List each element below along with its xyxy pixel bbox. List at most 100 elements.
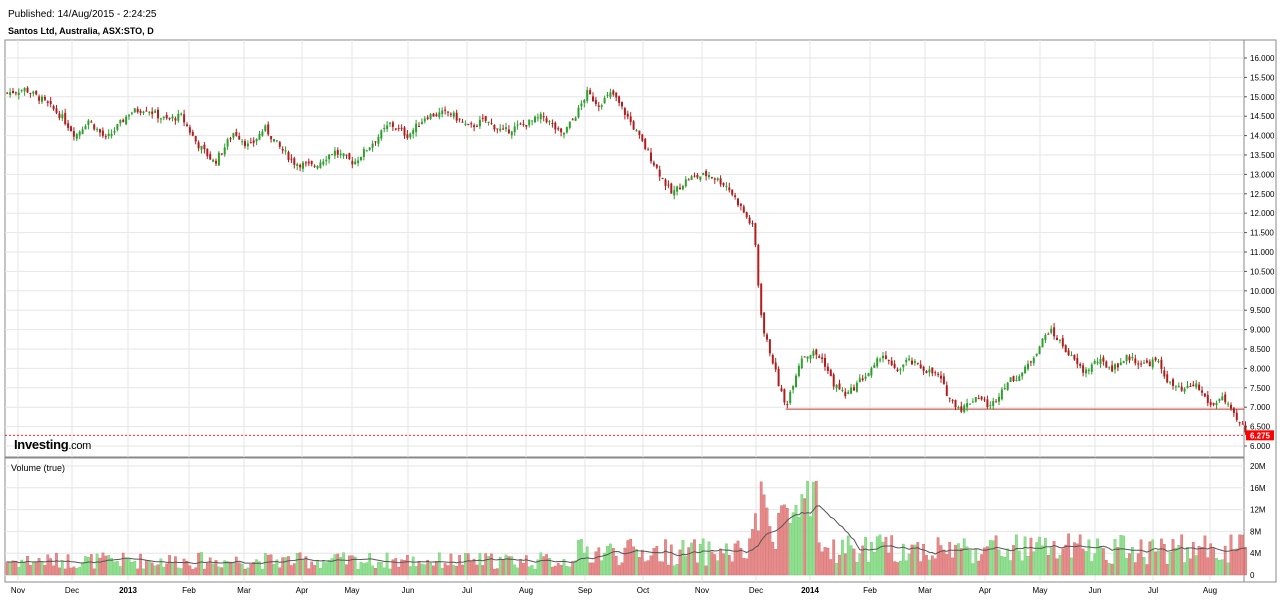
candle-body: [768, 339, 771, 354]
candle-body: [1198, 384, 1201, 391]
candle-body: [693, 175, 696, 177]
candle-body: [1203, 393, 1206, 397]
candle-body: [452, 112, 455, 117]
candle-body: [154, 110, 157, 113]
candle-body: [992, 401, 995, 406]
volume-bar: [1133, 562, 1137, 576]
volume-bar: [548, 557, 551, 576]
candle-body: [536, 117, 539, 119]
candle-body: [290, 158, 293, 160]
candle-body: [362, 149, 365, 157]
candle-body: [1029, 361, 1032, 363]
volume-bar: [629, 538, 633, 576]
volume-bar: [1151, 539, 1155, 576]
volume-bar: [693, 539, 696, 576]
y-tick-label: 8.000: [1250, 364, 1271, 373]
volume-bar: [597, 547, 601, 576]
volume-bar: [814, 481, 818, 576]
volume-bar: [1212, 548, 1215, 576]
volume-bar: [263, 553, 267, 576]
candle-body: [600, 105, 603, 107]
volume-bar: [52, 565, 55, 576]
volume-bar: [817, 542, 821, 576]
volume-bar: [1023, 536, 1027, 576]
axis-frame: [1243, 39, 1277, 583]
candle-body: [609, 92, 612, 98]
volume-bar: [316, 560, 319, 576]
candle-body: [615, 92, 618, 98]
volume-bar: [1171, 539, 1175, 576]
volume-bar: [388, 568, 392, 576]
volume-bar: [1223, 545, 1227, 576]
volume-bar: [214, 560, 218, 576]
y-tick-label: 9.000: [1250, 326, 1271, 335]
candle-body: [1087, 369, 1090, 371]
candle-body: [1099, 359, 1102, 365]
candle-body: [64, 112, 67, 125]
candle-body: [371, 143, 374, 148]
volume-bar: [1180, 534, 1184, 576]
candle-body: [99, 129, 101, 133]
volume-bar: [368, 553, 372, 576]
candle-body: [252, 140, 255, 143]
candle-body: [771, 354, 774, 364]
candle-body: [586, 90, 589, 101]
candle-body: [931, 367, 934, 374]
candle-body: [589, 90, 592, 95]
y-tick-label: 10.000: [1250, 287, 1275, 296]
volume-bar: [142, 568, 145, 576]
volume-bar: [8, 562, 12, 576]
volume-bar: [1200, 547, 1204, 576]
volume-bar: [1081, 548, 1085, 576]
candle-body: [360, 157, 362, 160]
candle-body: [1154, 357, 1157, 361]
volume-bar: [136, 568, 140, 576]
candle-body: [670, 183, 673, 194]
candle-body: [119, 119, 122, 124]
volume-bar: [870, 541, 873, 576]
candle-body: [1027, 363, 1029, 369]
volume-bar: [481, 565, 485, 576]
candle-body: [377, 136, 380, 144]
volume-bar: [556, 562, 560, 576]
candle-body: [23, 87, 26, 92]
volume-bar: [991, 540, 995, 576]
volume-bar: [478, 553, 482, 576]
volume-bar: [394, 558, 398, 576]
volume-bar: [490, 553, 493, 576]
candle-body: [70, 126, 72, 132]
candle-body: [336, 150, 339, 155]
volume-bar: [771, 541, 775, 576]
volume-bar: [60, 561, 64, 576]
volume-bar: [826, 547, 830, 576]
candle-body: [255, 138, 258, 142]
volume-bar: [133, 560, 137, 576]
volume-bar: [484, 553, 488, 576]
volume-bar: [930, 555, 934, 576]
candle-body: [186, 124, 188, 127]
candle-body: [1201, 390, 1203, 393]
candle-body: [774, 362, 777, 370]
volume-bar: [1183, 562, 1186, 576]
x-tick-label: Jul: [1148, 586, 1158, 595]
volume-bar: [397, 566, 401, 576]
candle-body: [826, 366, 829, 371]
volume-bar: [290, 565, 293, 576]
candle-body: [592, 96, 594, 102]
volume-bar: [261, 569, 264, 576]
candle-body: [38, 96, 41, 101]
volume-bar: [443, 563, 447, 576]
candle-body: [1134, 358, 1137, 364]
candle-body: [406, 134, 409, 139]
candle-body: [122, 119, 125, 123]
candle-body: [203, 144, 206, 150]
candle-body: [1140, 363, 1143, 365]
candle-body: [200, 145, 203, 150]
candle-body: [829, 369, 832, 377]
candle-body: [275, 140, 278, 142]
candle-body: [1076, 358, 1079, 365]
volume-bar: [95, 553, 99, 576]
candle-body: [795, 375, 797, 388]
candle-body: [745, 212, 748, 218]
volume-bar: [849, 545, 853, 576]
